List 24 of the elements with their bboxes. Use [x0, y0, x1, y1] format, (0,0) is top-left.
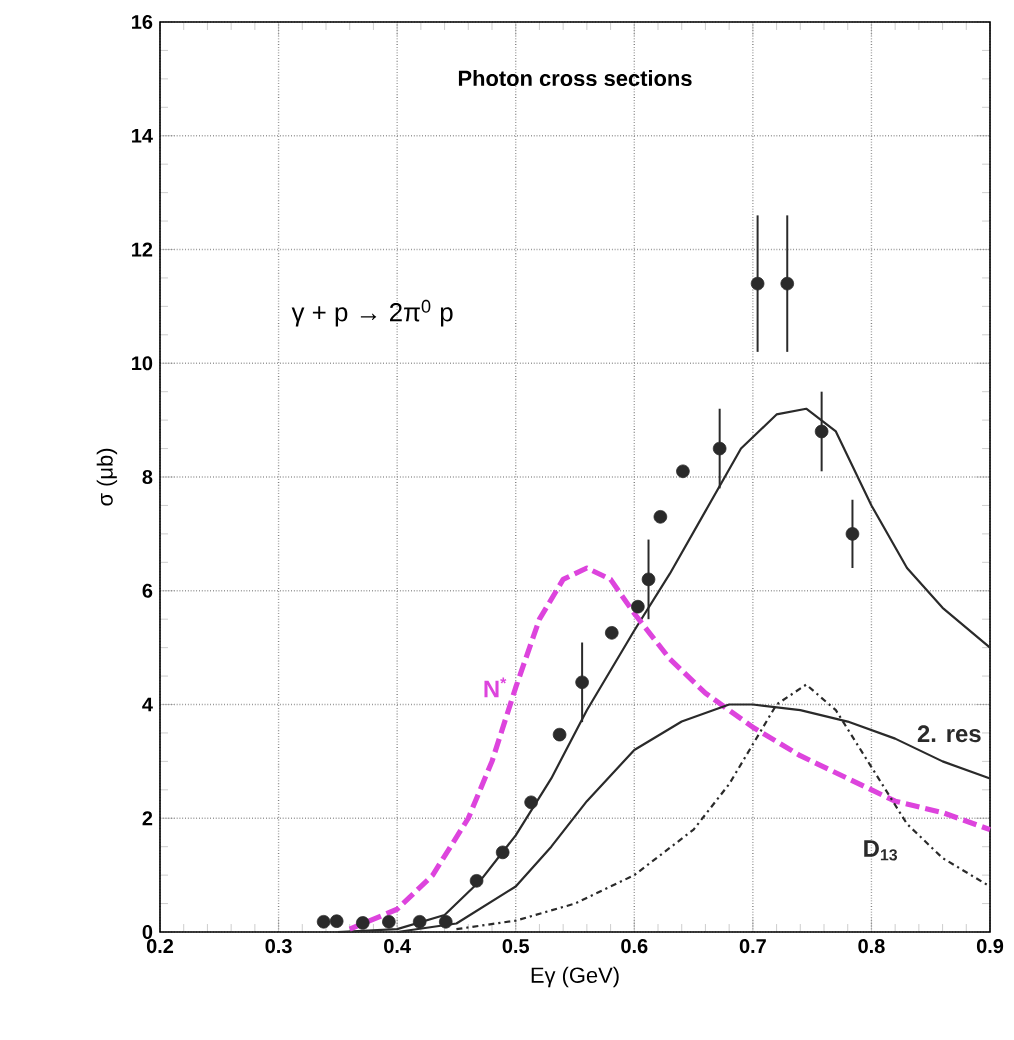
x-tick-label: 0.8	[858, 939, 885, 954]
x-axis-title: Eγ (GeV)	[531, 966, 619, 988]
y-tick-label: 8	[142, 469, 153, 485]
y-tick-label: 4	[142, 697, 153, 712]
y-tick-label: 14	[132, 128, 153, 143]
x-tick-label: 0.9	[976, 939, 1004, 954]
y-tick-label: 12	[132, 242, 153, 257]
y-tick-label: 10	[132, 356, 153, 371]
x-tick-label: 0.6	[621, 939, 648, 954]
annotation: γ + p → 2π$^{0}$ p	[291, 299, 453, 327]
x-tick-label: 0.3	[265, 939, 292, 954]
x-tick-label: 0.5	[502, 939, 530, 954]
x-tick-label: 0.2	[146, 939, 174, 954]
y-tick-label: 0	[142, 924, 153, 940]
x-tick-label: 0.4	[384, 939, 411, 954]
series-label: 2. res	[917, 725, 981, 743]
y-tick-label: 6	[142, 583, 153, 598]
y-axis-title: σ (μb)	[96, 448, 118, 506]
series-label: D$_{13}$	[864, 840, 898, 861]
text: Photon cross sections	[458, 69, 692, 87]
x-tick-label: 0.7	[739, 939, 766, 954]
y-tick-label: 16	[132, 14, 153, 30]
y-tick-label: 2	[142, 811, 153, 826]
series-label: N$^{*}$	[484, 677, 507, 698]
